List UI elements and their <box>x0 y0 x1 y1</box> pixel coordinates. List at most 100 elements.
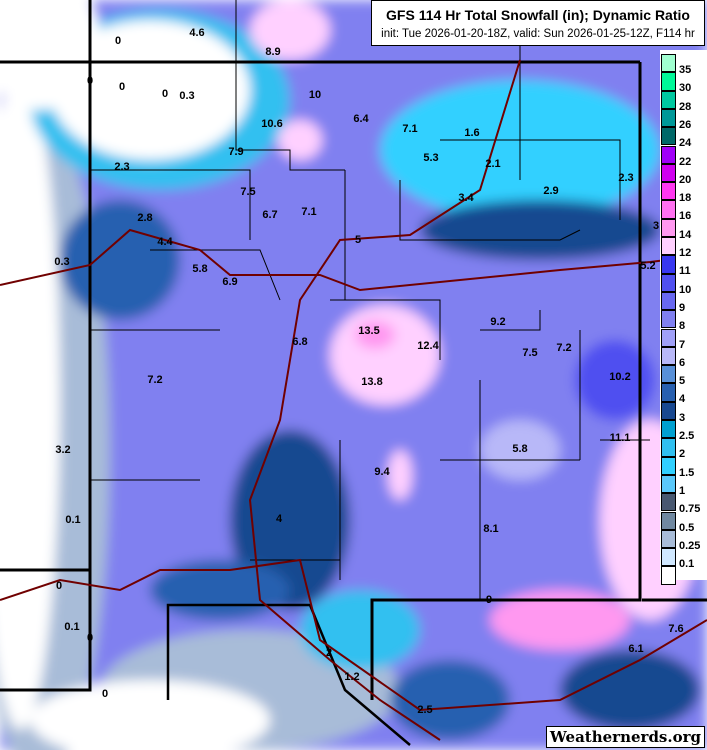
snowfall-value-label: 10.6 <box>261 118 282 130</box>
legend-label: 5 <box>679 375 686 388</box>
legend-label: 30 <box>679 82 692 95</box>
snowfall-value-label: 0.1 <box>65 514 80 526</box>
legend-label: 1.5 <box>679 466 695 479</box>
snowfall-value-label: 2 <box>326 647 332 659</box>
snowfall-value-label: 8.1 <box>483 523 498 535</box>
legend-label: 14 <box>679 228 692 241</box>
snowfall-value-label: 7.1 <box>402 123 417 135</box>
legend-label: 10 <box>679 283 692 296</box>
snowfall-value-label: 6.1 <box>628 643 643 655</box>
legend-label: 18 <box>679 192 692 205</box>
legend-swatch <box>661 218 676 237</box>
legend-label: 1 <box>679 484 686 497</box>
legend-label: 35 <box>679 64 692 76</box>
legend-swatch <box>661 182 676 201</box>
snowfall-value-label: 0.3 <box>179 90 194 102</box>
legend-swatch <box>661 456 676 475</box>
legend-label: 11 <box>679 265 691 278</box>
snowfall-value-label: 2.3 <box>114 161 129 173</box>
snowfall-value-label: 2.5 <box>417 704 432 716</box>
legend-swatch <box>661 346 676 366</box>
color-legend: 35 30 28 26 24 22 20 18 16 14 12 11 10 9 8 7 6 5 4 3 2.5 2 1.5… <box>660 50 707 585</box>
legend-label: 0.25 <box>679 539 701 552</box>
snowfall-value-label: 12.4 <box>417 340 439 352</box>
snowfall-value-label: 7.5 <box>522 347 537 359</box>
snowfall-value-label: 9.2 <box>490 316 505 328</box>
legend-swatch <box>661 237 676 256</box>
snowfall-value-label: 7.2 <box>556 342 571 354</box>
map-title: GFS 114 Hr Total Snowfall (in); Dynamic … <box>386 7 690 23</box>
legend-label: 22 <box>679 155 692 168</box>
snowfall-value-label: 2.3 <box>618 172 633 184</box>
legend-swatch <box>661 493 676 512</box>
snowfall-value-label: 3.4 <box>458 192 474 204</box>
snowfall-value-label: 2.1 <box>485 158 500 170</box>
snowfall-value-label: 2.8 <box>137 212 152 224</box>
snowfall-value-label: 6.4 <box>353 113 369 125</box>
snowfall-value-label: 0 <box>87 75 93 87</box>
snowfall-value-label: 0 <box>119 81 125 93</box>
legend-swatch <box>661 90 676 109</box>
snowfall-value-label: 5.2 <box>640 260 655 272</box>
legend-swatch <box>661 420 676 439</box>
legend-swatch <box>661 108 676 128</box>
snowfall-value-label: 1.2 <box>344 671 359 683</box>
snowfall-value-label: 0.3 <box>54 256 69 268</box>
snowfall-value-label: 4 <box>276 513 283 525</box>
legend-swatch <box>661 474 676 494</box>
legend-label: 16 <box>679 210 692 223</box>
legend-swatch <box>661 365 676 384</box>
snowfall-value-label: 7.9 <box>228 146 243 158</box>
legend-swatch <box>661 127 676 146</box>
snowfall-value-label: 0 <box>56 580 62 592</box>
map-value-labels: 0 4.6 8.9 0 0 0 0.3 1 0 10.6 6.4 7.1 1.6 7.9 5.3 2.1 2.3… <box>54 27 683 716</box>
snowfall-value-label: 0 <box>162 88 168 100</box>
watermark: Weathernerds.org <box>545 726 705 748</box>
legend-label: 20 <box>679 173 692 186</box>
snowfall-value-label: 7.5 <box>240 186 255 198</box>
map-subtitle: init: Tue 2026-01-20-18Z, valid: Sun 202… <box>381 28 695 40</box>
interstate-highways <box>0 59 707 741</box>
legend-swatch <box>661 383 676 402</box>
legend-label: 0.1 <box>679 558 695 571</box>
snowfall-value-label: 5.8 <box>512 443 527 455</box>
snowfall-value-label: 8.9 <box>265 46 280 58</box>
snowfall-value-label: 5.8 <box>192 263 207 275</box>
legend-swatch <box>661 548 676 567</box>
legend-swatch <box>661 438 676 457</box>
legend-swatch <box>661 273 676 292</box>
snowfall-value-label: 1.6 <box>464 127 479 139</box>
legend-swatch <box>661 529 676 549</box>
legend-swatch <box>661 145 676 164</box>
legend-swatch <box>661 72 676 91</box>
snowfall-value-label: 9 <box>486 594 492 606</box>
legend-swatch <box>661 401 676 420</box>
snowfall-value-label: 10.2 <box>609 371 630 383</box>
legend-label: 2.5 <box>679 430 695 442</box>
snowfall-value-label: 6.7 <box>262 209 277 221</box>
legend-label: 7 <box>679 338 686 351</box>
snowfall-value-label: 4.6 <box>189 27 204 39</box>
legend-label: 12 <box>679 247 692 259</box>
legend-label: 4 <box>679 393 686 406</box>
legend-label: 6 <box>679 356 686 369</box>
snowfall-value-label: 6.8 <box>292 336 307 348</box>
legend-swatch <box>661 54 676 73</box>
snowfall-value-label: 6.9 <box>222 276 237 288</box>
snowfall-value-label: 4.4 <box>157 236 173 248</box>
legend-label: 0.75 <box>679 503 701 516</box>
snowfall-value-label: 7.1 <box>301 206 316 218</box>
snowfall-value-label: 5.3 <box>423 152 438 164</box>
legend-label: 26 <box>679 118 692 131</box>
snowfall-value-label: 3 <box>653 220 659 232</box>
snowfall-value-label: 9.4 <box>374 466 390 478</box>
legend-label: 0.5 <box>679 521 695 534</box>
snowfall-value-label: 7.2 <box>147 374 162 386</box>
snowfall-value-label: 5 <box>355 234 361 246</box>
legend-swatch <box>661 255 676 274</box>
legend-swatch <box>661 291 676 311</box>
legend-swatch <box>661 511 676 530</box>
legend-swatch <box>661 200 676 219</box>
snowfall-value-label: 0 <box>87 632 93 644</box>
